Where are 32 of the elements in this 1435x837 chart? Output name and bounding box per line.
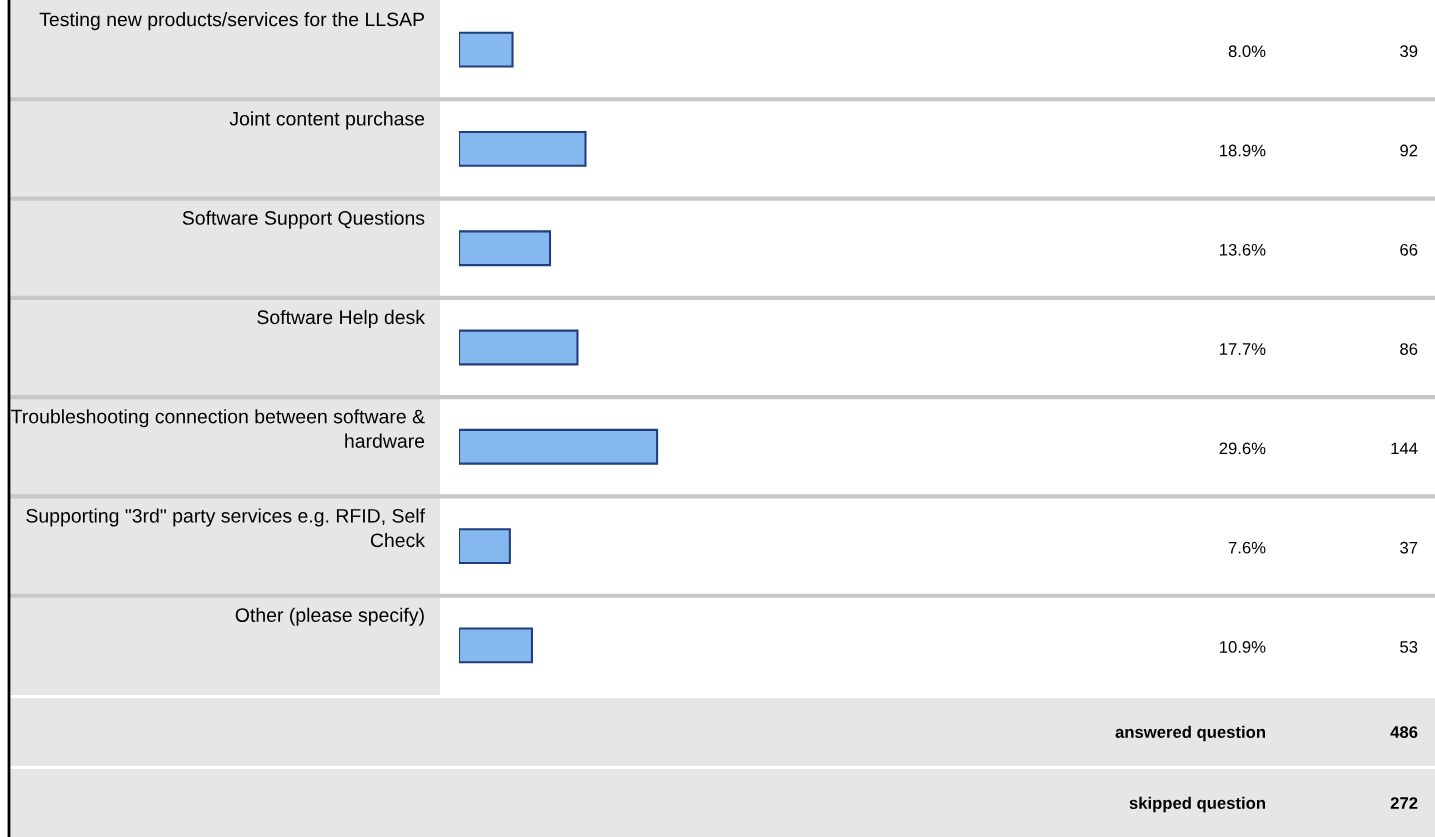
- y-tick-label: Troubleshooting connection between software & hardware: [11, 409, 425, 448]
- data-label: 17.7%: [1220, 343, 1266, 355]
- y-tick-label: Joint content purchase: [229, 111, 425, 130]
- text: 486: [1390, 726, 1418, 738]
- text: answered question: [1115, 725, 1265, 742]
- bar: [459, 528, 511, 564]
- data-label: 7.6%: [1228, 541, 1266, 554]
- text: skipped question: [1129, 796, 1265, 813]
- data-label: 13.6%: [1220, 243, 1266, 256]
- text: 92: [1400, 144, 1418, 157]
- y-tick-label: Software Support Questions: [182, 210, 425, 229]
- text: 86: [1400, 343, 1418, 355]
- data-label: 8.0%: [1228, 45, 1266, 58]
- bar: [459, 31, 514, 68]
- text: 66: [1400, 243, 1418, 256]
- data-label: 29.6%: [1219, 442, 1266, 455]
- y-tick-label: Software Help desk: [257, 309, 426, 328]
- bar: [459, 428, 659, 465]
- data-label: 18.9%: [1220, 144, 1266, 157]
- text: 37: [1400, 541, 1418, 554]
- text: 39: [1400, 45, 1418, 58]
- bar: [459, 230, 552, 267]
- bar: [459, 131, 587, 167]
- text: 144: [1391, 442, 1418, 455]
- bar: [459, 329, 579, 366]
- y-tick-label: Testing new products/services for the LLSAP: [39, 12, 424, 31]
- bar: [459, 627, 533, 664]
- data-label: 10.9%: [1220, 641, 1266, 653]
- text: 53: [1400, 641, 1418, 653]
- text: 272: [1390, 797, 1418, 809]
- y-tick-label: Supporting "3rd" party services e.g. RFID, Self Check: [26, 508, 426, 548]
- y-tick-label: Other (please specify): [235, 607, 424, 626]
